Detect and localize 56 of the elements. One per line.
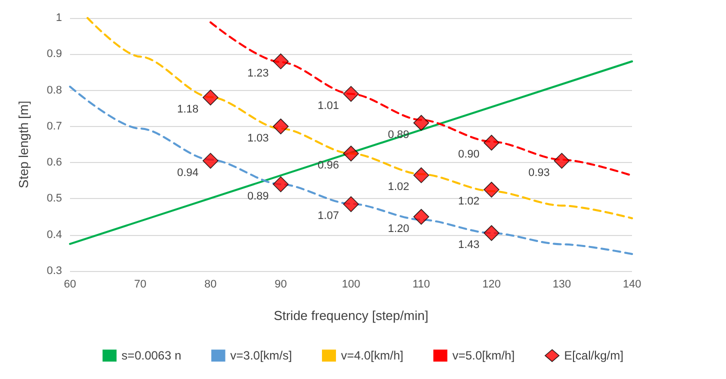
line-series xyxy=(69,86,633,256)
point xyxy=(272,176,289,192)
x-tick-label: 90 xyxy=(274,278,287,290)
y-tick-label: 1 xyxy=(56,12,62,24)
annotation: 0.90 xyxy=(458,148,480,161)
annotation: 0.89 xyxy=(247,190,269,202)
point xyxy=(484,225,500,241)
x-tick-label: 70 xyxy=(134,278,146,290)
annotation: 1.03 xyxy=(247,132,269,144)
point xyxy=(272,53,289,70)
point xyxy=(343,196,359,212)
annotation: 1.01 xyxy=(318,100,339,112)
point xyxy=(413,167,430,184)
legend-label: E[cal/kg/m] xyxy=(564,348,624,363)
x-axis-title: Stride frequency [step/min] xyxy=(274,308,428,323)
legend-label: v=3.0[km/s] xyxy=(230,348,292,363)
y-tick-label: 0.8 xyxy=(46,84,62,96)
legend-label: v=4.0[km/h] xyxy=(340,348,404,363)
annotation: 1.43 xyxy=(458,239,480,252)
y-tick-label: 0.3 xyxy=(46,265,62,277)
y-tick-label: 0.7 xyxy=(46,120,62,132)
x-tick-label: 130 xyxy=(552,278,571,290)
x-tick-label: 60 xyxy=(64,278,76,290)
annotation: 0.94 xyxy=(177,166,198,179)
annotation: 1.23 xyxy=(247,67,269,80)
point xyxy=(343,86,359,102)
line-series xyxy=(86,17,633,220)
x-tick-label: 80 xyxy=(204,278,217,290)
legend-label: s=0.0063 n xyxy=(122,348,182,363)
y-tick-label: 0.9 xyxy=(46,48,62,60)
point xyxy=(554,152,570,169)
point xyxy=(202,152,218,169)
point xyxy=(484,134,500,151)
annotation: 1.07 xyxy=(318,210,339,222)
point xyxy=(413,114,430,131)
x-tick-label: 110 xyxy=(412,278,430,290)
y-tick-label: 0.5 xyxy=(46,192,62,205)
point xyxy=(484,182,500,198)
x-tick-label: 100 xyxy=(342,278,360,290)
y-axis-title: Step length [m] xyxy=(16,100,31,188)
annotation: 1.20 xyxy=(388,222,410,235)
line-series xyxy=(210,21,633,177)
annotation: 0.93 xyxy=(528,166,550,179)
y-tick-label: 0.6 xyxy=(46,156,62,169)
point xyxy=(343,146,359,162)
point xyxy=(272,118,289,134)
point xyxy=(413,208,430,225)
x-tick-label: 140 xyxy=(622,278,642,290)
legend-label: v=5.0[km/h] xyxy=(452,348,515,363)
annotation: 1.18 xyxy=(177,104,198,116)
annotation: 0.96 xyxy=(318,160,339,172)
y-tick-label: 0.4 xyxy=(46,228,62,241)
x-tick-label: 120 xyxy=(482,278,501,290)
annotation: 1.02 xyxy=(458,196,480,208)
point xyxy=(202,90,218,106)
annotation: 1.02 xyxy=(388,181,410,194)
